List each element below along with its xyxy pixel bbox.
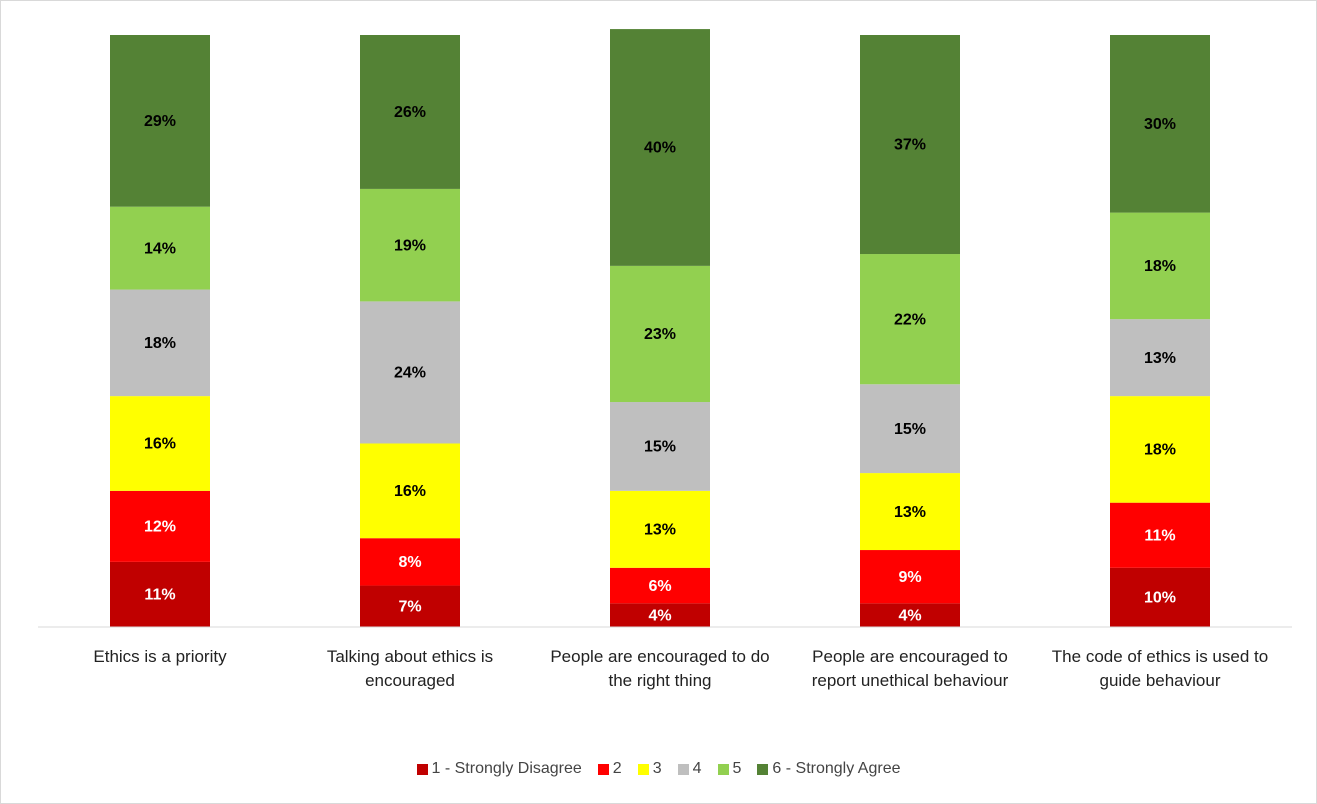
value-label: 26% — [394, 104, 426, 121]
legend-label: 6 - Strongly Agree — [772, 760, 901, 777]
bar-segment — [610, 265, 710, 403]
legend-item: 3 — [637, 760, 662, 778]
value-label: 15% — [894, 421, 926, 438]
bar-segment — [1110, 396, 1210, 503]
bar-segment — [360, 35, 460, 189]
bar-segment — [860, 473, 960, 551]
value-label: 22% — [894, 311, 926, 328]
value-label: 37% — [894, 137, 926, 154]
value-label: 18% — [1144, 442, 1176, 459]
legend-swatch — [677, 763, 689, 775]
bar-segment — [610, 402, 710, 491]
x-tick-label: People are encouraged to do the right th… — [550, 647, 770, 690]
x-tick-label: Ethics is a priority — [93, 647, 227, 666]
bar-segment — [610, 603, 710, 627]
legend-item: 4 — [677, 760, 702, 778]
bar-segment — [860, 35, 960, 255]
value-label: 29% — [144, 113, 176, 130]
value-label: 40% — [644, 140, 676, 157]
value-label: 23% — [644, 326, 676, 343]
legend-swatch — [416, 763, 428, 775]
bar-segment — [360, 301, 460, 444]
value-label: 30% — [1144, 116, 1176, 133]
bar-segment — [610, 567, 710, 604]
bar-segment — [610, 490, 710, 568]
value-label: 19% — [394, 237, 426, 254]
bar-segment — [110, 35, 210, 207]
legend-label: 5 — [732, 760, 742, 777]
legend-swatch — [597, 763, 609, 775]
x-tick-label: The code of ethics is used to guide beha… — [1051, 647, 1269, 690]
bar-segment — [860, 384, 960, 474]
legend-label: 4 — [692, 760, 702, 777]
legend-swatch — [637, 763, 649, 775]
bar-segment — [860, 254, 960, 385]
value-label: 4% — [898, 607, 921, 624]
value-label: 12% — [144, 519, 176, 536]
value-label: 18% — [1144, 258, 1176, 275]
bar-segment — [860, 603, 960, 627]
x-tick-label: Talking about ethics is encouraged — [326, 647, 494, 690]
bar-segment — [1110, 502, 1210, 568]
bar-segment — [110, 396, 210, 491]
bar-segment — [1110, 35, 1210, 213]
legend-swatch — [717, 763, 729, 775]
bar-segment — [110, 490, 210, 562]
legend-item: 6 - Strongly Agree — [757, 760, 901, 778]
value-label: 6% — [648, 578, 671, 595]
bar-segment — [110, 561, 210, 627]
value-label: 13% — [1144, 350, 1176, 367]
legend-item: 1 - Strongly Disagree — [416, 760, 582, 778]
bar-segment — [1110, 212, 1210, 320]
value-label: 15% — [644, 439, 676, 456]
bar-segment — [1110, 567, 1210, 627]
value-label: 18% — [144, 335, 176, 352]
x-tick-label: People are encouraged to report unethica… — [811, 647, 1009, 690]
value-label: 14% — [144, 240, 176, 257]
legend-label: 3 — [652, 760, 662, 777]
bar-segment — [360, 443, 460, 539]
bar-segment — [1110, 319, 1210, 397]
value-label: 13% — [644, 522, 676, 539]
value-label: 9% — [898, 569, 921, 586]
legend-swatch — [757, 763, 769, 775]
bar-segment — [110, 206, 210, 290]
legend-label: 2 — [612, 760, 622, 777]
value-label: 10% — [1144, 590, 1176, 607]
legend-item: 2 — [597, 760, 622, 778]
bar-segment — [860, 550, 960, 604]
value-label: 7% — [398, 598, 421, 615]
legend-item: 5 — [717, 760, 742, 778]
value-label: 16% — [394, 483, 426, 500]
value-label: 11% — [1144, 527, 1175, 544]
value-label: 4% — [648, 607, 671, 624]
legend: 1 - Strongly Disagree 2 3 4 5 6 - Strongly Ag… — [0, 760, 1317, 778]
bar-segment — [610, 29, 710, 266]
value-label: 16% — [144, 436, 176, 453]
bar-segment — [360, 188, 460, 302]
value-label: 11% — [144, 587, 175, 604]
bar-segment — [110, 289, 210, 397]
bar-segment — [360, 585, 460, 627]
value-label: 13% — [894, 504, 926, 521]
value-label: 24% — [394, 365, 426, 382]
bar-segment — [360, 538, 460, 586]
value-label: 8% — [398, 554, 421, 571]
legend-label: 1 - Strongly Disagree — [431, 760, 582, 777]
